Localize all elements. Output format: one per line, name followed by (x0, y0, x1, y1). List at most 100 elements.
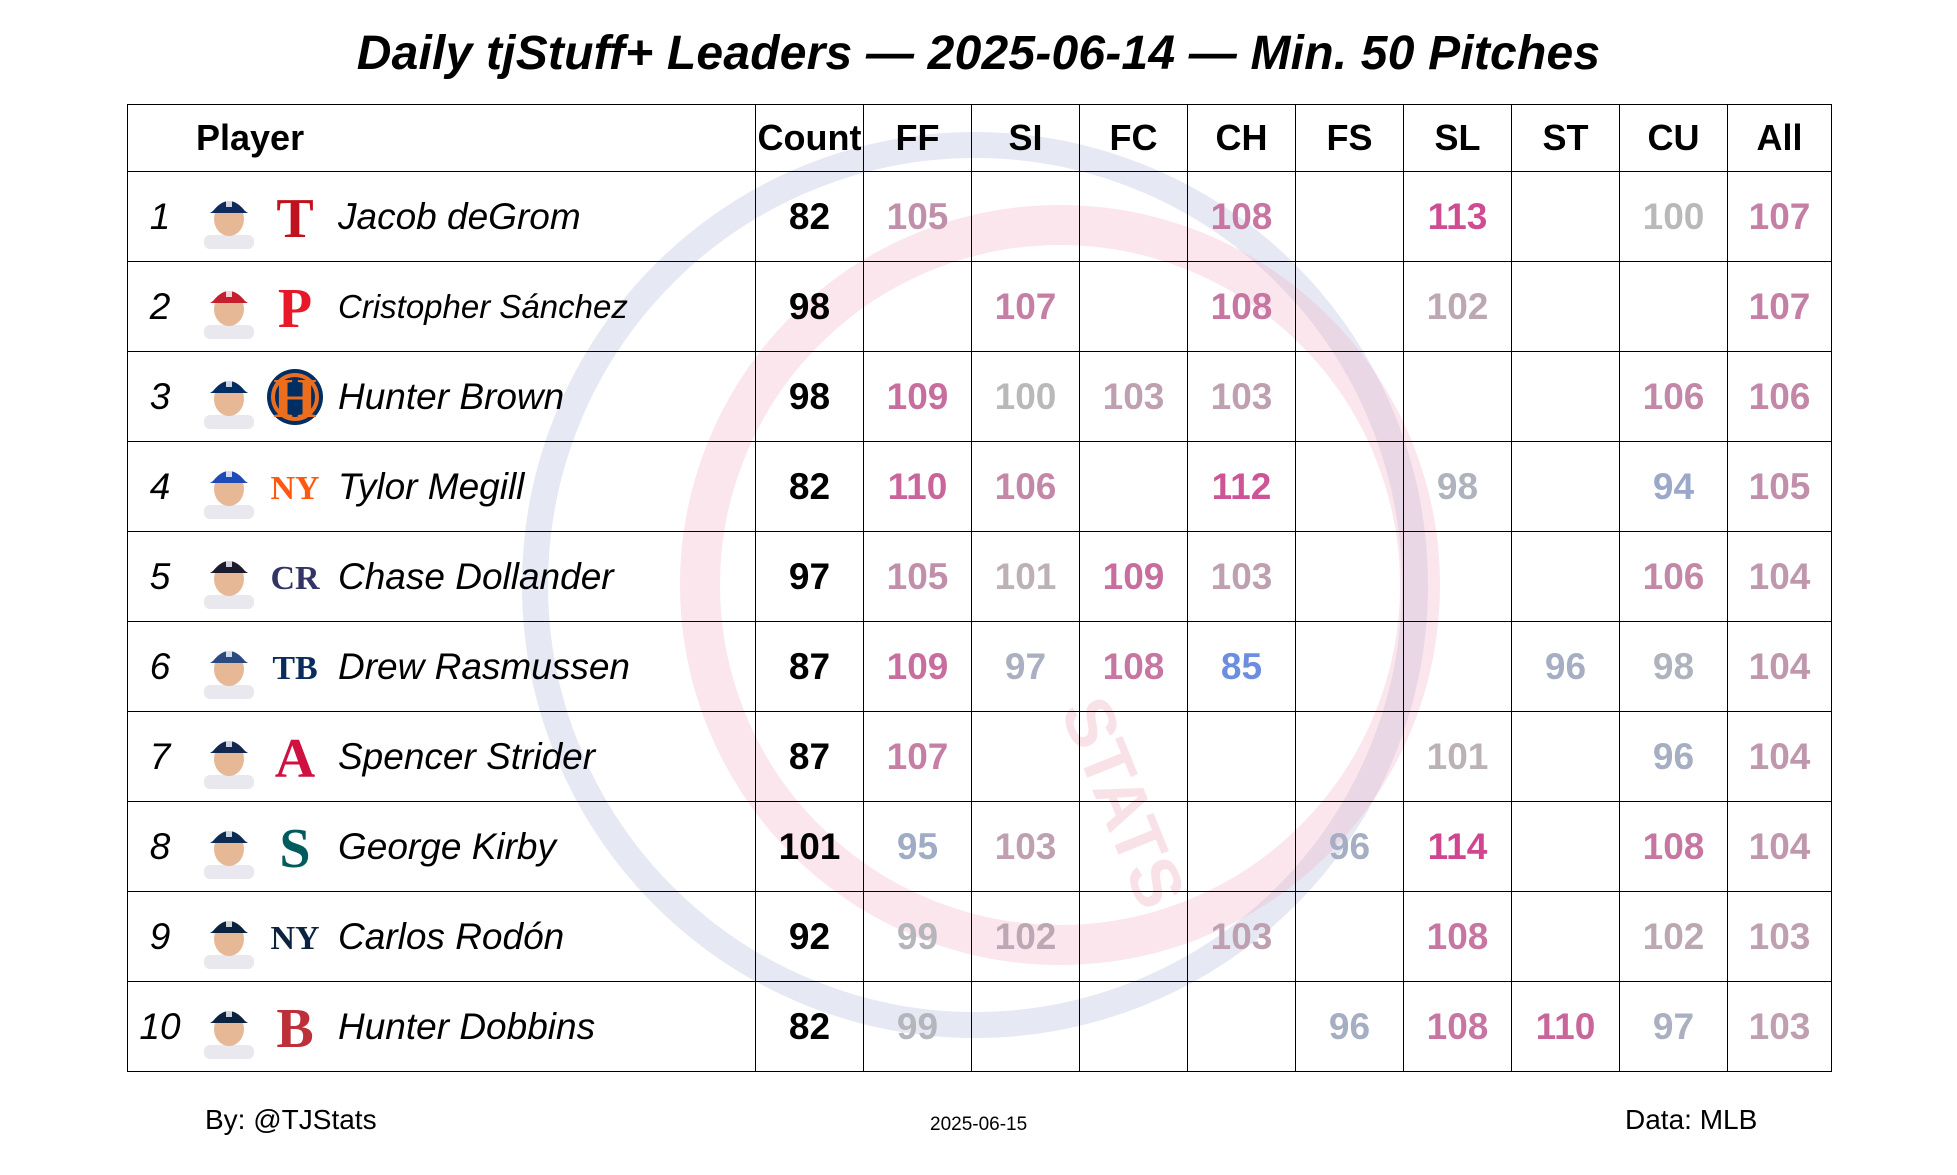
pitch-count-cell: 98 (755, 261, 864, 352)
team-logo-icon: A (264, 725, 326, 789)
table-row: 4 NY Tylor Megill 82 110 106 112 98 94 105 (127, 441, 1832, 532)
stuff-value-si: 103 (971, 801, 1080, 892)
rank-label: 7 (149, 735, 171, 777)
stuff-value-cu (1619, 261, 1728, 352)
stuff-value-fc (1079, 441, 1188, 532)
header-ch: CH (1187, 104, 1296, 172)
stuff-value-ch: 108 (1187, 261, 1296, 352)
stuff-value-ff: 109 (863, 621, 972, 712)
stuff-value-st (1511, 441, 1620, 532)
stuff-value-sl: 114 (1403, 801, 1512, 892)
pitch-count-cell: 82 (755, 981, 864, 1072)
stuff-value-si: 97 (971, 621, 1080, 712)
leaderboard-table: Player Count FF SI FC CH FS SL ST CU All 1 T Jacob d… (127, 104, 1832, 1072)
player-headshot-icon (204, 380, 254, 429)
chart-title: Daily tjStuff+ Leaders — 2025-06-14 — Mi… (356, 27, 1601, 80)
stuff-value-si (971, 171, 1080, 262)
table-row: 7 A Spencer Strider 87 107 101 96 104 (127, 711, 1832, 802)
stuff-value-fs (1295, 531, 1404, 622)
stuff-value-sl: 108 (1403, 891, 1512, 982)
pitch-count-cell: 101 (755, 801, 864, 892)
table-row: 3 H Hunter Brown 98 109 100 103 103 106 106 (127, 351, 1832, 442)
stuff-value-all: 106 (1727, 351, 1832, 442)
pitch-count-cell: 82 (755, 441, 864, 532)
stuff-value-si (971, 711, 1080, 802)
team-logo-icon: NY (264, 455, 326, 519)
stuff-value-fs (1295, 351, 1404, 442)
stuff-value-sl (1403, 621, 1512, 712)
stuff-value-st (1511, 891, 1620, 982)
table-row: 6 TB Drew Rasmussen 87 109 97 108 85 96 98 104 (127, 621, 1832, 712)
rank-label: 2 (149, 285, 171, 327)
player-headshot-icon (204, 200, 254, 249)
stuff-value-cu: 98 (1619, 621, 1728, 712)
pitch-count-cell: 98 (755, 351, 864, 442)
player-name: Drew Rasmussen (338, 645, 630, 687)
player-cell: 7 A Spencer Strider (127, 711, 756, 802)
header-fs: FS (1295, 104, 1404, 172)
stuff-value-fs (1295, 171, 1404, 262)
pitch-count-cell: 97 (755, 531, 864, 622)
team-logo-icon: P (264, 275, 326, 339)
team-logo-icon: NY (264, 905, 326, 969)
team-logo-icon: H (264, 365, 326, 429)
header-cu: CU (1619, 104, 1728, 172)
player-headshot-icon (204, 290, 254, 339)
stuff-value-sl: 113 (1403, 171, 1512, 262)
stuff-value-fc: 109 (1079, 531, 1188, 622)
player-name: George Kirby (338, 825, 556, 867)
header-all: All (1727, 104, 1832, 172)
rank-label: 9 (149, 915, 171, 957)
header-sl: SL (1403, 104, 1512, 172)
stuff-value-st (1511, 261, 1620, 352)
svg-text:NY: NY (270, 920, 319, 957)
stuff-value-st: 110 (1511, 981, 1620, 1072)
stuff-value-fs (1295, 621, 1404, 712)
stuff-value-si: 106 (971, 441, 1080, 532)
stuff-value-all: 104 (1727, 531, 1832, 622)
player-headshot-icon (204, 740, 254, 789)
header-si: SI (971, 104, 1080, 172)
stuff-value-cu: 94 (1619, 441, 1728, 532)
stuff-value-cu: 100 (1619, 171, 1728, 262)
rank-label: 5 (149, 555, 171, 597)
stuff-value-sl: 108 (1403, 981, 1512, 1072)
stuff-value-sl: 102 (1403, 261, 1512, 352)
header-ff: FF (863, 104, 972, 172)
stuff-value-st: 96 (1511, 621, 1620, 712)
svg-text:P: P (278, 278, 312, 339)
team-logo-icon: T (264, 185, 326, 249)
team-logo-icon: B (264, 995, 326, 1059)
stuff-value-ff: 95 (863, 801, 972, 892)
svg-text:NY: NY (270, 470, 319, 507)
table-row: 10 B Hunter Dobbins 82 99 96 108 110 97 103 (127, 981, 1832, 1072)
table-row: 1 T Jacob deGrom 82 105 108 113 100 107 (127, 171, 1832, 262)
table-row: 8 S George Kirby 101 95 103 96 114 108 104 (127, 801, 1832, 892)
stuff-value-si: 100 (971, 351, 1080, 442)
stuff-value-sl: 98 (1403, 441, 1512, 532)
stuff-value-fc: 108 (1079, 621, 1188, 712)
table-body: 1 T Jacob deGrom 82 105 108 113 100 107 2 P Cristop… (127, 171, 1832, 1072)
stuff-value-fs: 96 (1295, 981, 1404, 1072)
stuff-value-cu: 97 (1619, 981, 1728, 1072)
player-name: Spencer Strider (338, 735, 596, 777)
credit-text: By: @TJStats (205, 1104, 377, 1135)
svg-text:B: B (276, 998, 313, 1059)
stuff-value-ch: 85 (1187, 621, 1296, 712)
stuff-value-sl (1403, 351, 1512, 442)
pitch-count-cell: 82 (755, 171, 864, 262)
stuff-value-si: 102 (971, 891, 1080, 982)
stuff-value-st (1511, 801, 1620, 892)
player-name: Tylor Megill (338, 465, 525, 507)
stuff-value-ch (1187, 711, 1296, 802)
stuff-value-ff: 110 (863, 441, 972, 532)
stuff-value-fc (1079, 981, 1188, 1072)
stuff-value-sl (1403, 531, 1512, 622)
table-row: 9 NY Carlos Rodón 92 99 102 103 108 102 103 (127, 891, 1832, 982)
rank-label: 4 (149, 465, 171, 507)
stuff-value-si: 107 (971, 261, 1080, 352)
player-name: Cristopher Sánchez (338, 287, 628, 325)
stuff-value-all: 104 (1727, 711, 1832, 802)
stuff-value-all: 105 (1727, 441, 1832, 532)
stuff-value-all: 103 (1727, 891, 1832, 982)
